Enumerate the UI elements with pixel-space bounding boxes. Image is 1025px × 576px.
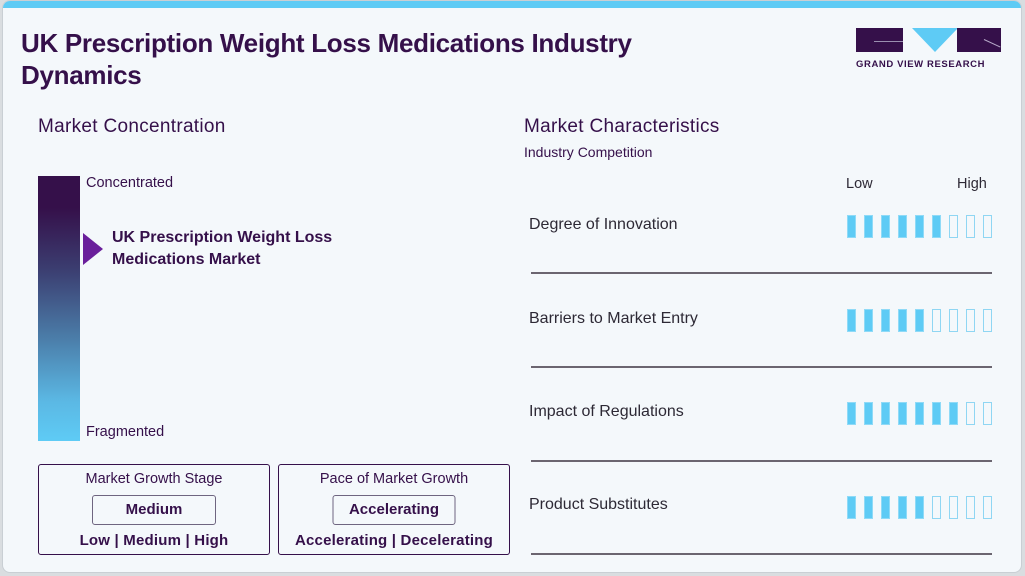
growth-stage-value: Medium (92, 495, 216, 525)
rating-segment-empty (983, 309, 992, 332)
characteristics-title: Market Characteristics (524, 116, 720, 137)
rating-segment-filled (864, 402, 873, 425)
growth-pace-box: Pace of Market Growth Accelerating Accel… (278, 464, 510, 555)
logo-r-block (957, 28, 1001, 52)
rating-segment-filled (915, 496, 924, 519)
growth-pace-value: Accelerating (332, 495, 456, 525)
rating-segment-filled (898, 496, 907, 519)
row-label-innovation: Degree of Innovation (529, 216, 678, 233)
rating-segment-empty (966, 496, 975, 519)
rating-segment-filled (864, 309, 873, 332)
rating-segment-filled (881, 402, 890, 425)
rating-segment-filled (881, 215, 890, 238)
rating-segment-filled (898, 215, 907, 238)
rating-segment-empty (966, 402, 975, 425)
rating-segment-empty (949, 309, 958, 332)
grand-view-research-logo: GRAND VIEW RESEARCH (856, 28, 1001, 72)
scale-low-label: Low (846, 176, 873, 192)
logo-g-block (856, 28, 903, 52)
rating-segment-filled (949, 402, 958, 425)
scale-high-label: High (957, 176, 987, 192)
row-label-regulations: Impact of Regulations (529, 403, 684, 420)
rating-segment-filled (932, 215, 941, 238)
concentration-title: Market Concentration (38, 116, 226, 137)
row-divider (531, 272, 992, 274)
growth-pace-title: Pace of Market Growth (319, 471, 469, 487)
rating-segment-empty (949, 496, 958, 519)
row-label-substitutes: Product Substitutes (529, 496, 668, 513)
rating-bars-substitutes (847, 496, 992, 519)
rating-segment-empty (949, 215, 958, 238)
rating-segment-filled (898, 309, 907, 332)
logo-v-triangle (912, 28, 958, 52)
row-divider (531, 553, 992, 555)
rating-segment-filled (847, 215, 856, 238)
concentrated-label: Concentrated (86, 175, 174, 191)
market-position-arrow-icon (83, 233, 103, 265)
rating-segment-filled (881, 496, 890, 519)
rating-segment-filled (847, 496, 856, 519)
gvr-logo-icon (856, 28, 1001, 52)
rating-segment-filled (847, 309, 856, 332)
rating-segment-empty (966, 309, 975, 332)
rating-segment-empty (983, 402, 992, 425)
rating-bars-barriers (847, 309, 992, 332)
rating-bars-innovation (847, 215, 992, 238)
market-position-label: UK Prescription Weight Loss Medications … (112, 229, 333, 268)
growth-stage-title: Market Growth Stage (85, 471, 223, 487)
rating-segment-empty (983, 496, 992, 519)
row-divider (531, 366, 992, 368)
fragmented-label: Fragmented (86, 424, 165, 440)
rating-segment-filled (915, 309, 924, 332)
characteristics-subtitle: Industry Competition (524, 144, 653, 160)
rating-segment-filled (881, 309, 890, 332)
growth-pace-options: Accelerating | Decelerating (294, 532, 493, 549)
rating-segment-filled (932, 402, 941, 425)
page-title: UK Prescription Weight Loss Medications … (21, 28, 632, 90)
growth-stage-options: Low | Medium | High (79, 532, 229, 549)
rating-segment-empty (983, 215, 992, 238)
row-divider (531, 460, 992, 462)
rating-segment-filled (864, 496, 873, 519)
row-label-barriers: Barriers to Market Entry (529, 310, 698, 327)
rating-segment-empty (966, 215, 975, 238)
rating-segment-empty (932, 496, 941, 519)
rating-segment-filled (898, 402, 907, 425)
rating-segment-filled (915, 215, 924, 238)
rating-segment-filled (847, 402, 856, 425)
top-accent-stripe (3, 1, 1021, 8)
concentration-gradient-bar (38, 176, 80, 441)
logo-text: GRAND VIEW RESEARCH (856, 59, 986, 70)
rating-segment-filled (864, 215, 873, 238)
rating-segment-filled (915, 402, 924, 425)
growth-stage-box: Market Growth Stage Medium Low | Medium … (38, 464, 270, 555)
rating-segment-empty (932, 309, 941, 332)
rating-bars-regulations (847, 402, 992, 425)
